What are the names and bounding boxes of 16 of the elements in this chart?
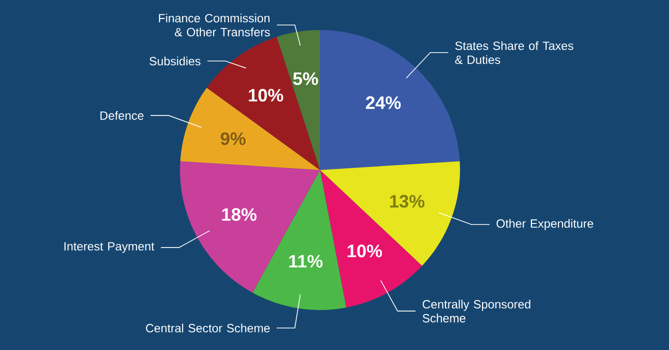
data-label: 11% [289, 254, 323, 268]
data-label: 10% [348, 244, 382, 258]
data-label: 18% [222, 208, 256, 221]
data-label: 9% [220, 132, 246, 146]
slice-label: Other Expenditure [496, 218, 594, 230]
slice-label: Centrally Sponsored Scheme [422, 300, 530, 322]
slice-label: Subsidies [150, 56, 200, 66]
data-label: 5% [293, 72, 318, 86]
data-label: 24% [366, 96, 401, 109]
slice-label: Finance Commission & Other Transfers [159, 14, 270, 36]
slice-label: Central Sector Scheme [146, 324, 270, 332]
slice-label: States Share of Taxes & Duties [455, 41, 574, 64]
slice-label: Interest Payment [64, 242, 154, 253]
data-label: 10% [248, 88, 284, 102]
data-label: 13% [390, 194, 424, 208]
slice-label: Defence [100, 111, 144, 120]
